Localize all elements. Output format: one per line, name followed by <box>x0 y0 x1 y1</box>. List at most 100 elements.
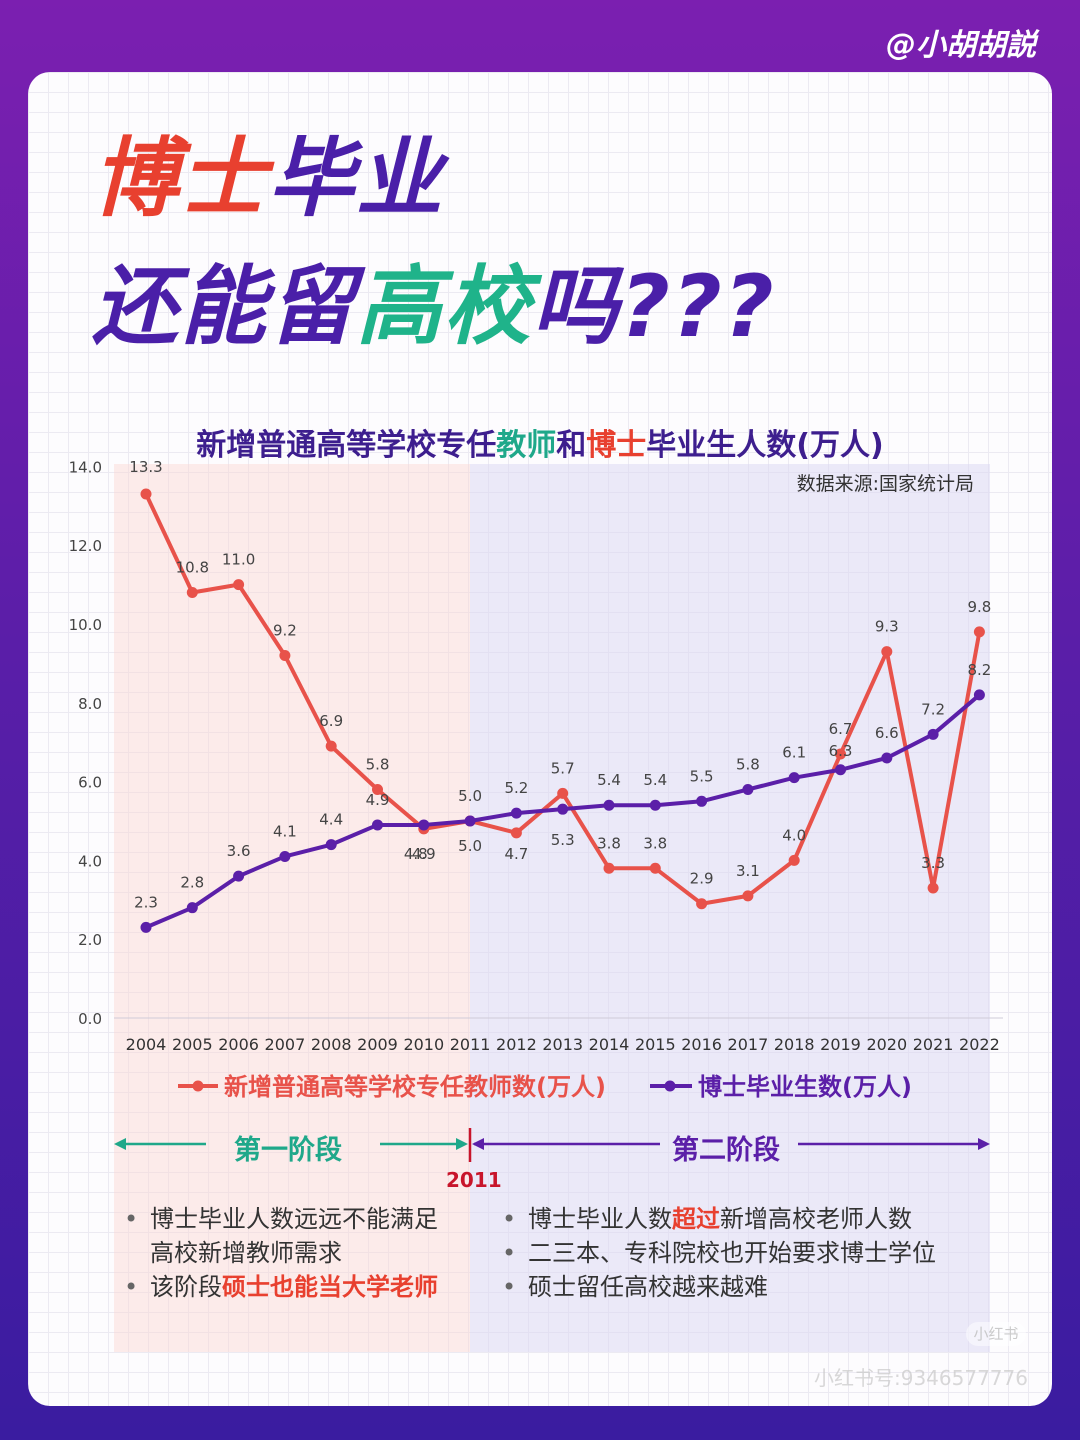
title-word-stay: 还能留 <box>92 257 356 357</box>
phd-point <box>418 819 430 831</box>
phd-point <box>973 689 985 701</box>
teacher-data-label: 2.9 <box>690 870 714 888</box>
teacher-data-label: 4.7 <box>504 845 528 863</box>
title-word-graduate: 毕业 <box>268 129 444 229</box>
y-tick-label: 0.0 <box>78 1010 102 1028</box>
phase1-bullets: 博士毕业人数远远不能满足 高校新增教师需求 该阶段硕士也能当大学老师 <box>124 1202 464 1304</box>
watermark-logo: 小红书 <box>966 1322 1026 1346</box>
title-line-1: 博士毕业 <box>92 136 444 222</box>
legend-teacher-label: 新增普通高等学校专任教师数(万人) <box>224 1073 606 1101</box>
x-tick-label: 2014 <box>589 1035 630 1054</box>
teacher-data-label: 6.9 <box>319 712 343 730</box>
teacher-data-label: 3.3 <box>921 854 945 872</box>
x-tick-label: 2013 <box>542 1035 583 1054</box>
y-tick-label: 4.0 <box>78 852 102 870</box>
phd-point <box>788 772 800 784</box>
bullet-text: 博士毕业人数远远不能满足 <box>150 1205 438 1233</box>
phd-point <box>881 752 893 764</box>
teacher-point <box>788 854 800 866</box>
teacher-point <box>510 827 522 839</box>
bullet-highlight: 硕士也能当大学老师 <box>222 1273 438 1301</box>
phd-data-label: 3.6 <box>227 842 251 860</box>
teacher-data-label: 3.1 <box>736 862 760 880</box>
bullet-text: 高校新增教师需求 <box>150 1239 342 1267</box>
phd-data-label: 4.4 <box>319 811 343 829</box>
teacher-data-label: 3.8 <box>597 834 621 852</box>
x-tick-label: 2016 <box>681 1035 722 1054</box>
teacher-point <box>927 882 939 894</box>
x-tick-label: 2018 <box>774 1035 815 1054</box>
phd-data-label: 8.2 <box>967 661 991 679</box>
teacher-data-label: 4.0 <box>782 826 806 844</box>
teacher-point <box>696 898 708 910</box>
phd-point <box>279 850 291 862</box>
x-tick-label: 2005 <box>172 1035 213 1054</box>
teacher-point <box>279 650 291 662</box>
bullet-item: 二三本、专科院校也开始要求博士学位 <box>502 1236 982 1270</box>
chart-title-phd: 博士 <box>586 428 647 463</box>
phd-data-label: 5.2 <box>504 779 528 797</box>
x-tick-label: 2022 <box>959 1035 1000 1054</box>
phd-data-label: 5.5 <box>690 767 714 785</box>
x-tick-label: 2004 <box>126 1035 167 1054</box>
teacher-data-label: 9.8 <box>967 598 991 616</box>
phd-point <box>372 819 383 831</box>
teacher-data-label: 5.7 <box>551 759 575 777</box>
phd-point <box>696 795 708 807</box>
legend-phd-marker <box>664 1080 676 1092</box>
phase2-arrowhead-right <box>978 1138 990 1150</box>
teacher-data-label: 5.0 <box>458 837 482 855</box>
phd-point <box>325 839 337 851</box>
phd-data-label: 2.8 <box>180 874 204 892</box>
title-word-university: 高校 <box>356 257 532 357</box>
phd-point <box>510 807 522 819</box>
teacher-point <box>881 646 893 658</box>
x-tick-label: 2017 <box>728 1035 769 1054</box>
y-tick-label: 12.0 <box>69 537 102 555</box>
teacher-point <box>372 783 383 795</box>
y-tick-label: 6.0 <box>78 774 102 792</box>
phase2-label: 第二阶段 <box>672 1135 780 1166</box>
phd-point <box>835 764 846 776</box>
phd-data-label: 5.3 <box>551 831 575 849</box>
teacher-data-label: 11.0 <box>222 551 255 569</box>
teacher-data-label: 9.3 <box>875 618 899 636</box>
legend-teacher-marker <box>192 1080 204 1092</box>
phd-point <box>742 783 754 795</box>
phase2-arrowhead-left <box>472 1138 484 1150</box>
phd-data-label: 2.3 <box>134 893 158 911</box>
y-tick-label: 8.0 <box>78 695 102 713</box>
content-card: 博士毕业 还能留高校吗??? 新增普通高等学校专任教师和博士毕业生人数(万人) … <box>28 72 1052 1406</box>
bullet-text: 该阶段 <box>150 1273 222 1301</box>
teacher-point <box>325 740 337 752</box>
phd-point <box>927 728 939 740</box>
phd-data-label: 7.2 <box>921 700 945 718</box>
x-tick-label: 2011 <box>450 1035 491 1054</box>
phd-point <box>464 815 476 827</box>
y-tick-label: 2.0 <box>78 931 102 949</box>
phd-data-label: 5.0 <box>458 787 482 805</box>
teacher-data-label: 10.8 <box>176 558 209 576</box>
y-tick-label: 14.0 <box>69 458 102 476</box>
x-tick-label: 2010 <box>403 1035 444 1054</box>
title-word-question: 吗??? <box>532 257 776 357</box>
divider-year-label: 2011 <box>446 1168 502 1192</box>
bullet-text: 博士毕业人数 <box>528 1205 672 1233</box>
x-tick-label: 2021 <box>913 1035 954 1054</box>
phase1-label: 第一阶段 <box>234 1135 342 1166</box>
teacher-data-label: 4.8 <box>404 845 428 863</box>
chart-title-part: 新增普通高等学校专任 <box>196 428 497 463</box>
x-tick-label: 2008 <box>311 1035 352 1054</box>
x-tick-label: 2015 <box>635 1035 676 1054</box>
bullet-item: 该阶段硕士也能当大学老师 <box>124 1270 464 1304</box>
teacher-point <box>835 748 846 760</box>
bullet-text: 二三本、专科院校也开始要求博士学位 <box>528 1239 936 1267</box>
title-line-2: 还能留高校吗??? <box>92 264 776 350</box>
chart-source: 数据来源:国家统计局 <box>797 473 974 495</box>
teacher-data-label: 13.3 <box>129 458 162 476</box>
x-tick-label: 2019 <box>820 1035 861 1054</box>
phd-data-label: 5.4 <box>597 771 621 789</box>
phase2-bullets: 博士毕业人数超过新增高校老师人数 二三本、专科院校也开始要求博士学位 硕士留任高… <box>502 1202 982 1304</box>
phase1-arrowhead-left <box>114 1138 126 1150</box>
x-tick-label: 2007 <box>265 1035 306 1054</box>
